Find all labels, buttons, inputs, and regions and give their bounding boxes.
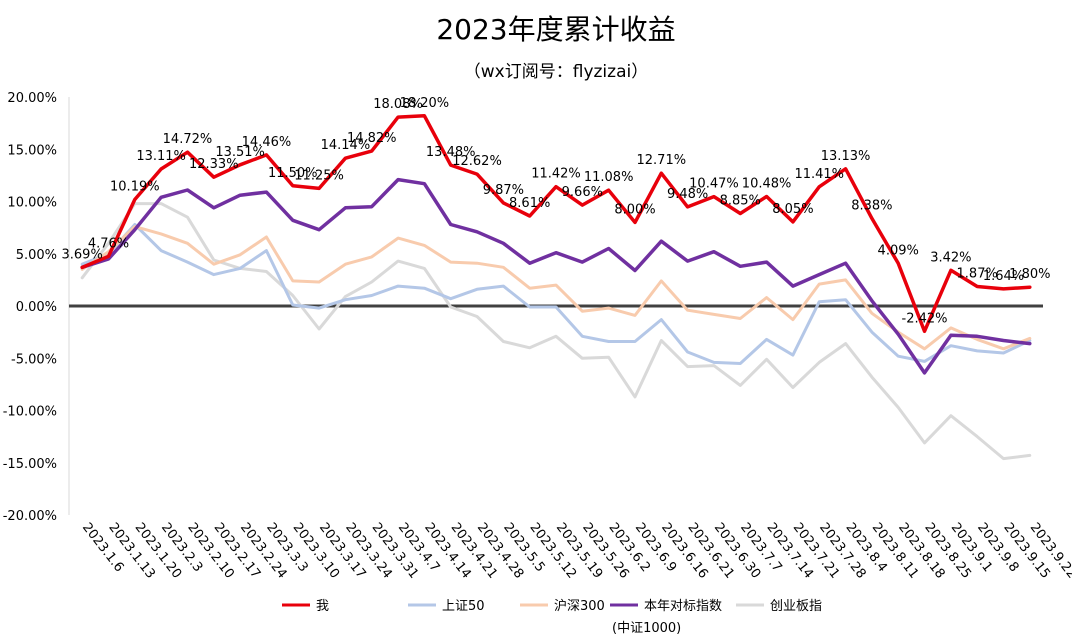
data-label: 13.13%: [821, 149, 871, 164]
data-label: -2.42%: [902, 311, 948, 326]
chart-subtitle: （wx订阅号：flyzizai）: [463, 62, 649, 82]
data-label: 11.25%: [294, 168, 344, 183]
data-label: 10.48%: [742, 176, 792, 191]
data-label: 3.42%: [930, 250, 971, 265]
data-label: 18.08%: [373, 97, 423, 112]
data-label: 10.19%: [110, 180, 160, 195]
data-label: 12.33%: [189, 157, 239, 172]
data-label: 9.87%: [483, 183, 524, 198]
data-label: 8.61%: [509, 196, 550, 211]
data-label: 12.62%: [452, 154, 502, 169]
y-tick-label: 5.00%: [16, 248, 57, 263]
legend-label: 我: [316, 599, 329, 614]
data-label: 8.38%: [851, 198, 892, 213]
data-label: 11.42%: [531, 167, 581, 182]
data-labels: 3.69%4.76% 10.19% 13.11% 14.72% 12.33%13.51%…: [62, 96, 1051, 326]
y-tick-label: 20.00%: [7, 91, 57, 106]
data-label: 4.09%: [878, 243, 919, 258]
chart-title: 2023年度累计收益: [436, 13, 676, 46]
legend-label: 沪深300: [554, 598, 605, 614]
data-label: 11.41%: [794, 167, 844, 182]
data-label: 9.66%: [562, 185, 603, 200]
legend-note: (中证1000): [612, 621, 681, 636]
data-label: 11.50%: [268, 166, 318, 181]
y-tick-label: -20.00%: [3, 509, 57, 524]
data-label: 13.48%: [426, 145, 476, 160]
data-label: 14.46%: [242, 135, 292, 150]
data-label: 11.08%: [584, 170, 634, 185]
series-line-2: [80, 225, 1032, 351]
data-label: 14.72%: [163, 132, 213, 147]
data-label: 12.71%: [637, 153, 687, 168]
y-tick-label: -5.00%: [11, 352, 57, 367]
data-label: 13.11%: [136, 149, 186, 164]
series-line-3: [80, 177, 1032, 375]
legend-label: 上证50: [442, 599, 485, 614]
data-label: 1.87%: [957, 266, 998, 281]
data-label: 4.76%: [88, 236, 129, 251]
data-label: 8.05%: [772, 202, 813, 217]
data-label: 18.20%: [400, 96, 450, 111]
series-line-0: [80, 114, 1032, 334]
series-lines: [80, 114, 1032, 461]
legend-label: 创业板指: [770, 599, 822, 614]
data-label: 13.51%: [215, 145, 265, 160]
data-label: 8.85%: [720, 194, 761, 209]
legend: 我 上证50 沪深300 本年对标指数 创业板指 (中证1000): [282, 598, 822, 636]
data-label: 1.64%: [983, 269, 1024, 284]
y-tick-label: 0.00%: [16, 300, 57, 315]
legend-label: 本年对标指数: [644, 599, 722, 614]
y-tick-label: 10.00%: [7, 196, 57, 211]
y-tick-label: -10.00%: [3, 405, 57, 420]
data-label: 8.00%: [614, 202, 655, 217]
y-tick-label: -15.00%: [3, 457, 57, 472]
series-line-1: [80, 223, 1032, 365]
data-label: 14.14%: [321, 138, 371, 153]
data-label: 3.69%: [62, 247, 103, 262]
data-label: 10.47%: [689, 177, 739, 192]
y-tick-label: 15.00%: [7, 143, 57, 158]
x-axis: 2023.1.62023.1.132023.1.202023.2.32023.2…: [79, 520, 1072, 581]
data-label: 9.48%: [667, 187, 708, 202]
data-label: 14.82%: [347, 131, 397, 146]
data-label: 1.80%: [1009, 267, 1050, 282]
